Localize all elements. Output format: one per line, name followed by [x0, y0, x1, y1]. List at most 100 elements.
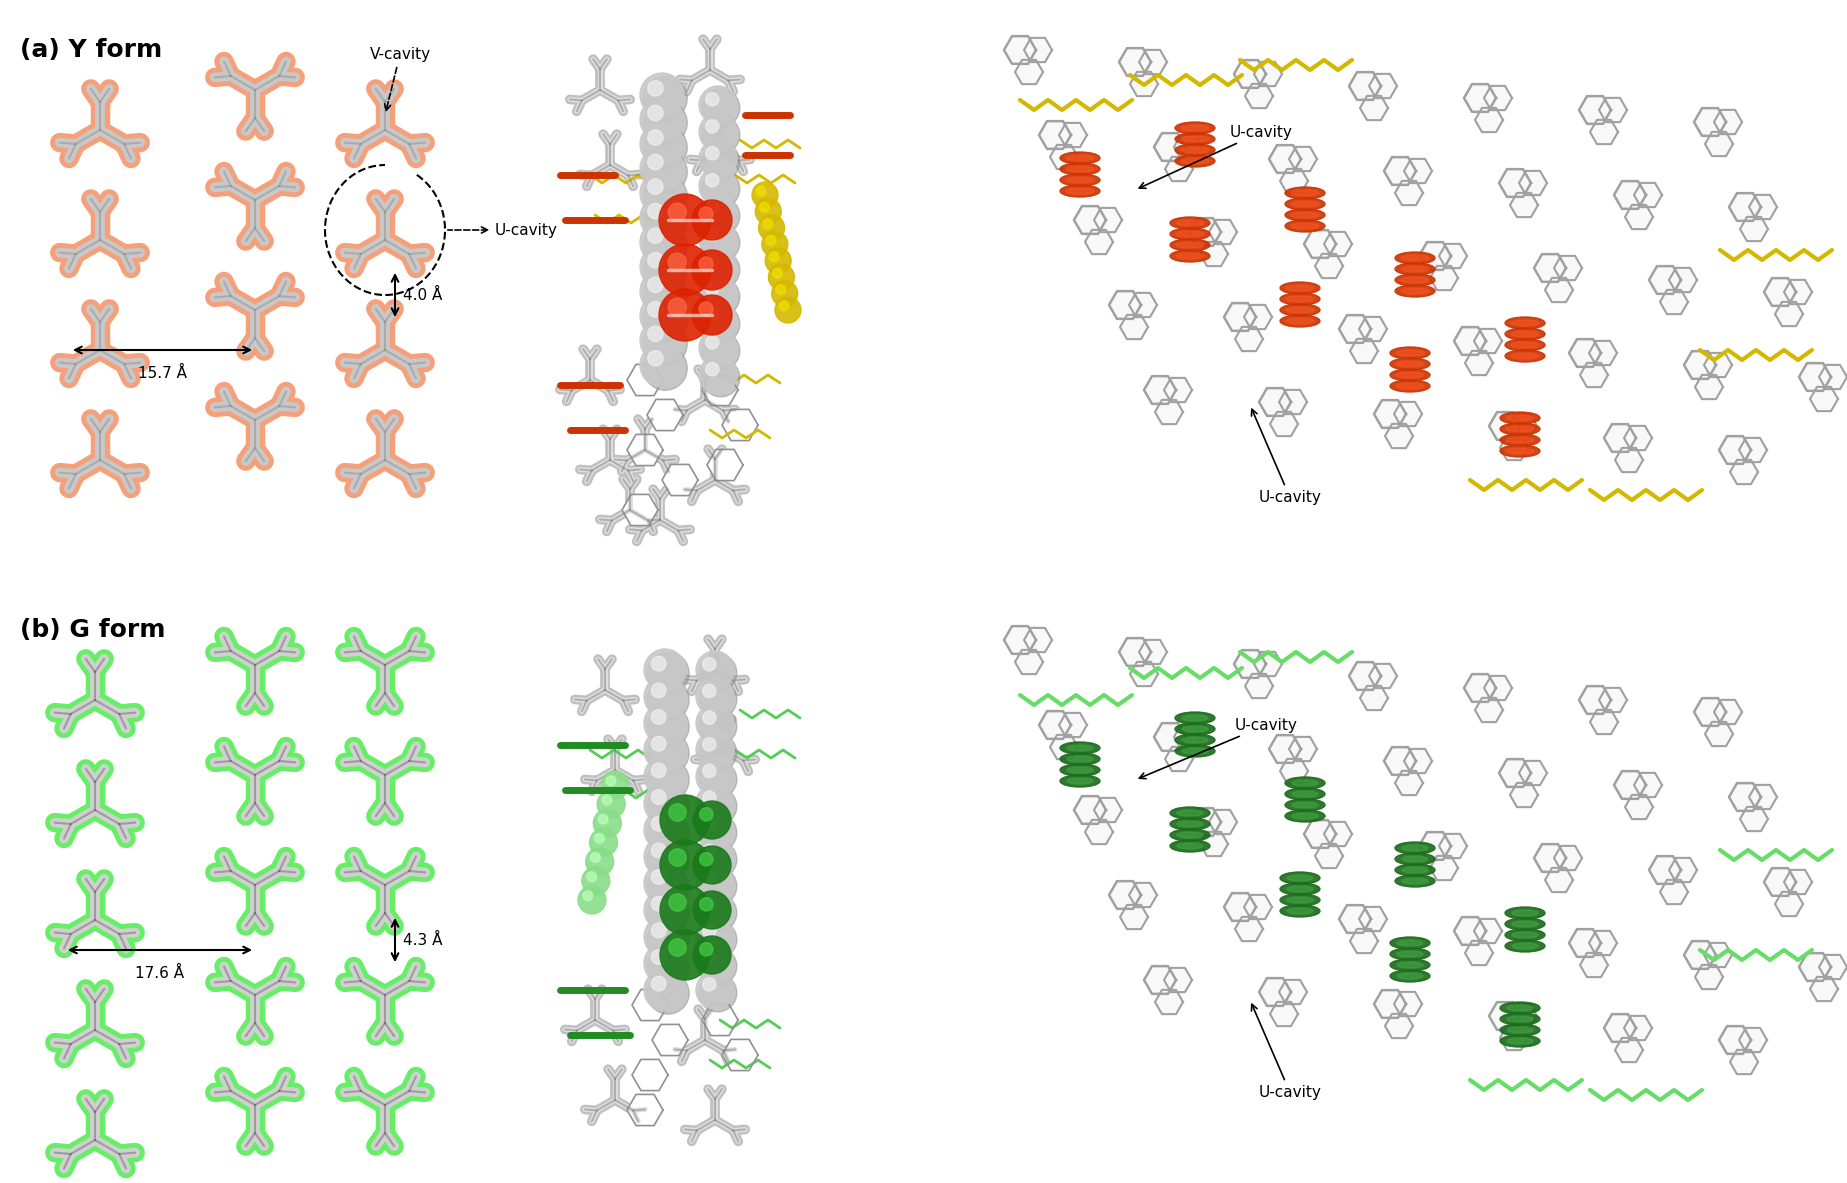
Circle shape	[600, 771, 630, 799]
Circle shape	[643, 322, 687, 366]
Circle shape	[70, 138, 81, 149]
Circle shape	[225, 71, 236, 82]
Circle shape	[115, 1149, 124, 1159]
Circle shape	[273, 181, 284, 192]
Circle shape	[380, 124, 390, 135]
Circle shape	[211, 1088, 218, 1095]
Circle shape	[218, 1071, 229, 1081]
Circle shape	[275, 402, 283, 409]
Circle shape	[220, 963, 227, 970]
Circle shape	[356, 867, 364, 874]
Circle shape	[275, 757, 283, 764]
Circle shape	[646, 705, 689, 748]
Circle shape	[390, 810, 399, 821]
Ellipse shape	[1505, 918, 1544, 930]
Circle shape	[57, 360, 63, 366]
Circle shape	[55, 467, 65, 478]
Circle shape	[356, 361, 364, 368]
Circle shape	[251, 335, 259, 342]
Polygon shape	[1465, 940, 1492, 965]
Text: 15.7 Å: 15.7 Å	[139, 366, 187, 381]
Text: U-cavity: U-cavity	[1252, 1004, 1321, 1100]
Circle shape	[118, 138, 129, 149]
Polygon shape	[1696, 965, 1723, 989]
Circle shape	[646, 786, 689, 827]
Circle shape	[382, 881, 388, 888]
Circle shape	[218, 166, 229, 176]
Ellipse shape	[1280, 315, 1321, 327]
Circle shape	[96, 428, 103, 435]
Circle shape	[242, 923, 249, 930]
Circle shape	[356, 757, 364, 764]
Text: (b) G form: (b) G form	[20, 618, 166, 642]
Circle shape	[94, 317, 105, 328]
Circle shape	[220, 168, 227, 175]
Circle shape	[273, 646, 284, 657]
Circle shape	[646, 679, 689, 720]
Circle shape	[382, 800, 388, 807]
Circle shape	[120, 943, 131, 953]
Polygon shape	[1465, 674, 1496, 702]
Circle shape	[66, 1041, 74, 1047]
Circle shape	[696, 678, 733, 716]
Circle shape	[227, 757, 235, 764]
Circle shape	[65, 929, 76, 939]
Circle shape	[91, 997, 100, 1007]
Polygon shape	[1696, 375, 1723, 399]
Polygon shape	[1500, 169, 1531, 196]
Circle shape	[220, 278, 227, 285]
Circle shape	[259, 455, 270, 466]
Circle shape	[129, 817, 140, 828]
Ellipse shape	[1391, 970, 1430, 982]
Circle shape	[120, 251, 127, 258]
Ellipse shape	[1391, 358, 1430, 370]
Circle shape	[290, 402, 301, 413]
Circle shape	[382, 991, 388, 998]
Circle shape	[404, 646, 414, 657]
Polygon shape	[1439, 834, 1467, 858]
Circle shape	[227, 292, 235, 299]
Polygon shape	[1269, 735, 1300, 763]
Circle shape	[382, 1020, 388, 1027]
Circle shape	[406, 757, 412, 764]
Circle shape	[225, 181, 236, 192]
Circle shape	[702, 658, 717, 671]
Circle shape	[706, 254, 718, 269]
Polygon shape	[1304, 231, 1335, 258]
Circle shape	[340, 977, 351, 988]
Circle shape	[419, 137, 430, 148]
Polygon shape	[1489, 412, 1520, 440]
Circle shape	[281, 742, 292, 752]
Circle shape	[410, 852, 421, 862]
Circle shape	[349, 263, 360, 273]
Circle shape	[404, 358, 414, 369]
Ellipse shape	[1505, 317, 1544, 329]
Polygon shape	[1625, 795, 1653, 819]
Polygon shape	[1705, 353, 1732, 377]
Ellipse shape	[1177, 253, 1204, 259]
Circle shape	[404, 646, 414, 657]
Ellipse shape	[1177, 832, 1202, 838]
Circle shape	[116, 931, 122, 937]
Circle shape	[225, 1086, 236, 1097]
Polygon shape	[1729, 783, 1760, 810]
Circle shape	[116, 821, 122, 827]
Circle shape	[698, 894, 737, 932]
Circle shape	[382, 771, 388, 778]
Circle shape	[342, 649, 349, 655]
Circle shape	[92, 697, 98, 704]
Circle shape	[643, 174, 687, 219]
Text: U-cavity: U-cavity	[1140, 718, 1298, 778]
Polygon shape	[1201, 832, 1228, 856]
Polygon shape	[1154, 990, 1182, 1014]
Circle shape	[702, 116, 741, 154]
Circle shape	[249, 305, 260, 316]
Polygon shape	[1694, 698, 1725, 726]
Circle shape	[116, 1041, 122, 1047]
Circle shape	[61, 945, 68, 952]
Circle shape	[275, 757, 283, 764]
Circle shape	[70, 358, 81, 369]
Ellipse shape	[1391, 959, 1430, 971]
Circle shape	[392, 703, 397, 710]
Polygon shape	[1210, 810, 1237, 834]
